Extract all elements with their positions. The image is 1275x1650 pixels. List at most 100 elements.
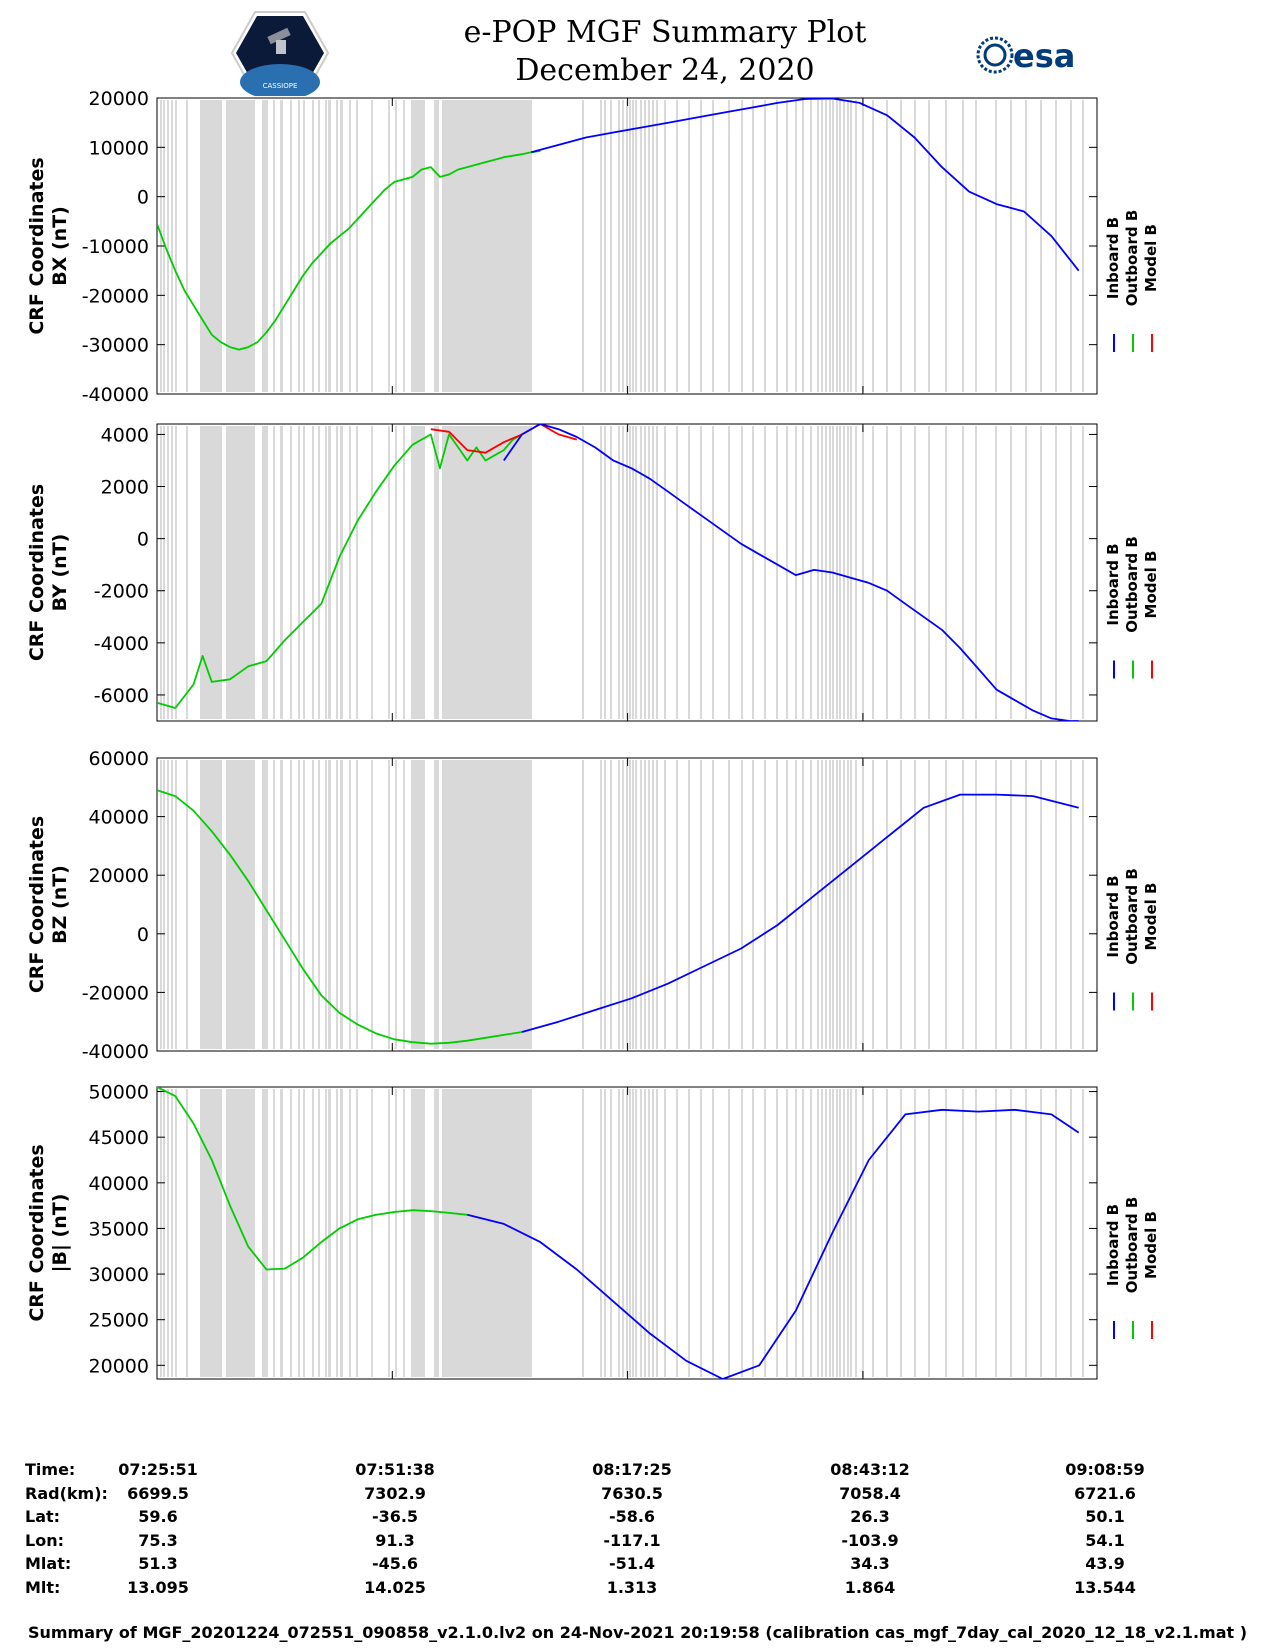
y-tick-label: 0: [137, 529, 149, 551]
y-tick-label: 35000: [89, 1218, 149, 1240]
info-cell: 26.3: [850, 1507, 890, 1527]
y-tick-label: 20000: [89, 865, 149, 887]
info-cell: 07:51:38: [355, 1460, 435, 1479]
y-tick-label: -10000: [82, 236, 149, 258]
series-line-outboard-b: [157, 149, 541, 351]
info-cell: 54.1: [1085, 1530, 1125, 1550]
esa-logo-text: esa: [1013, 37, 1075, 75]
y-tick-label: -20000: [82, 285, 149, 307]
info-cell: 09:08:59: [1065, 1460, 1145, 1479]
info-row-label: Lon:: [25, 1530, 64, 1550]
info-cell: 43.9: [1085, 1554, 1125, 1574]
data-gap-shading: [160, 1089, 1084, 1377]
y-axis-label: CRF Coordinates|B| (nT): [26, 1144, 71, 1321]
y-tick-label: -30000: [82, 335, 149, 357]
info-cell: 50.1: [1085, 1507, 1125, 1527]
y-tick-label: 4000: [101, 424, 149, 446]
y-tick-label: 0: [137, 924, 149, 946]
y-tick-label: -4000: [94, 633, 149, 655]
y-tick-label: 20000: [89, 88, 149, 110]
info-row-label: Rad(km):: [25, 1483, 108, 1503]
y-tick-label: 40000: [89, 807, 149, 829]
info-cell: -45.6: [371, 1554, 419, 1574]
series-line-inboard-b: [503, 424, 1079, 721]
legend-label: Inboard B: [1104, 543, 1122, 625]
legend-label: Model B: [1142, 224, 1160, 292]
esa-logo: esa: [975, 33, 1095, 77]
y-tick-label: 2000: [101, 477, 149, 499]
info-row-label: Mlt:: [25, 1578, 61, 1597]
y-tick-label: 10000: [89, 137, 149, 159]
y-tick-label: 30000: [89, 1264, 149, 1286]
info-cell: 08:17:25: [592, 1460, 672, 1479]
y-tick-label: -2000: [94, 581, 149, 603]
mission-logo-text: CASSIOPE: [263, 82, 298, 90]
y-axis-label: CRF CoordinatesBX (nT): [26, 157, 71, 334]
y-tick-label: 60000: [89, 748, 149, 770]
y-tick-label: 50000: [89, 1082, 149, 1104]
series-line-inboard-b: [467, 1108, 1080, 1379]
y-tick-label: -40000: [82, 384, 149, 406]
info-cell: 1.313: [606, 1578, 658, 1597]
legend-label: Model B: [1142, 883, 1160, 951]
info-cell: 75.3: [138, 1530, 178, 1550]
page-title: e-POP MGF Summary Plot December 24, 2020: [380, 14, 950, 90]
info-cell: 6721.6: [1074, 1483, 1136, 1503]
panel-bz: 60000 40000 20000 0 -20000 -40000 CRF Coordina…: [26, 748, 1160, 1063]
plot-frame: [156, 1086, 1098, 1380]
info-cell: 59.6: [138, 1507, 178, 1527]
y-tick-label: -6000: [94, 685, 149, 707]
legend-label: Outboard B: [1123, 1197, 1141, 1294]
info-cell: 7302.9: [364, 1483, 426, 1503]
y-axis-label: CRF CoordinatesBY (nT): [26, 484, 71, 661]
y-tick-label: -20000: [82, 982, 149, 1004]
info-cell: 13.544: [1074, 1578, 1136, 1597]
legend-label: Inboard B: [1104, 875, 1122, 957]
info-cell: 34.3: [850, 1554, 890, 1574]
legend-label: Model B: [1142, 1211, 1160, 1279]
panel-by: 4000 2000 0 -2000 -4000 -6000 CRF CoordinatesB…: [26, 423, 1160, 722]
info-cell: -103.9: [841, 1530, 899, 1550]
data-gap-shading: [160, 760, 1084, 1049]
data-gap-shading: [160, 100, 1084, 392]
series-line-inboard-b: [530, 98, 1080, 272]
y-tick-label: 45000: [89, 1127, 149, 1149]
info-row-label: Lat:: [25, 1507, 61, 1527]
info-cell: 1.864: [844, 1578, 896, 1597]
info-cell: 91.3: [375, 1530, 415, 1550]
legend-label: Outboard B: [1123, 536, 1141, 633]
info-row-label: Mlat:: [25, 1554, 72, 1574]
legend-label: Model B: [1142, 551, 1160, 619]
cassiope-mission-logo: CASSIOPE: [230, 10, 330, 100]
info-cell: -36.5: [371, 1507, 419, 1527]
y-axis-label: CRF CoordinatesBZ (nT): [26, 816, 71, 993]
title-line2: December 24, 2020: [515, 53, 815, 88]
info-cell: 08:43:12: [830, 1460, 910, 1479]
plot-frame: [156, 423, 1098, 722]
info-cell: 13.095: [127, 1578, 189, 1597]
y-tick-label: 25000: [89, 1310, 149, 1332]
series-line-outboard-b: [157, 1087, 468, 1271]
data-gap-shading: [160, 426, 1084, 719]
info-cell: 51.3: [138, 1554, 178, 1574]
info-cell: 07:25:51: [118, 1460, 198, 1479]
y-tick-label: 0: [137, 187, 149, 209]
info-cell: -51.4: [608, 1554, 656, 1574]
plot-frame: [156, 757, 1098, 1052]
info-cell: -58.6: [608, 1507, 656, 1527]
info-cell: 7630.5: [601, 1483, 663, 1503]
y-tick-label: -40000: [82, 1041, 149, 1063]
series-line-inboard-b: [521, 793, 1079, 1033]
info-cell: 7058.4: [839, 1483, 901, 1503]
footer-summary: Summary of MGF_20201224_072551_090858_v2…: [27, 1623, 1248, 1642]
info-cell: 14.025: [364, 1578, 426, 1597]
panel-bmag: 50000 45000 40000 35000 30000 25000 20000 CRF C…: [26, 1082, 1160, 1380]
series-line-outboard-b: [157, 433, 523, 709]
info-cell: 6699.5: [127, 1483, 189, 1503]
legend-label: Inboard B: [1104, 217, 1122, 299]
orbit-info-table: Time: 07:25:51 07:51:38 08:17:25 08:43:12 09:…: [0, 1460, 1275, 1620]
y-tick-label: 40000: [89, 1173, 149, 1195]
info-row-label: Time:: [25, 1460, 76, 1479]
title-line1: e-POP MGF Summary Plot: [463, 15, 867, 50]
